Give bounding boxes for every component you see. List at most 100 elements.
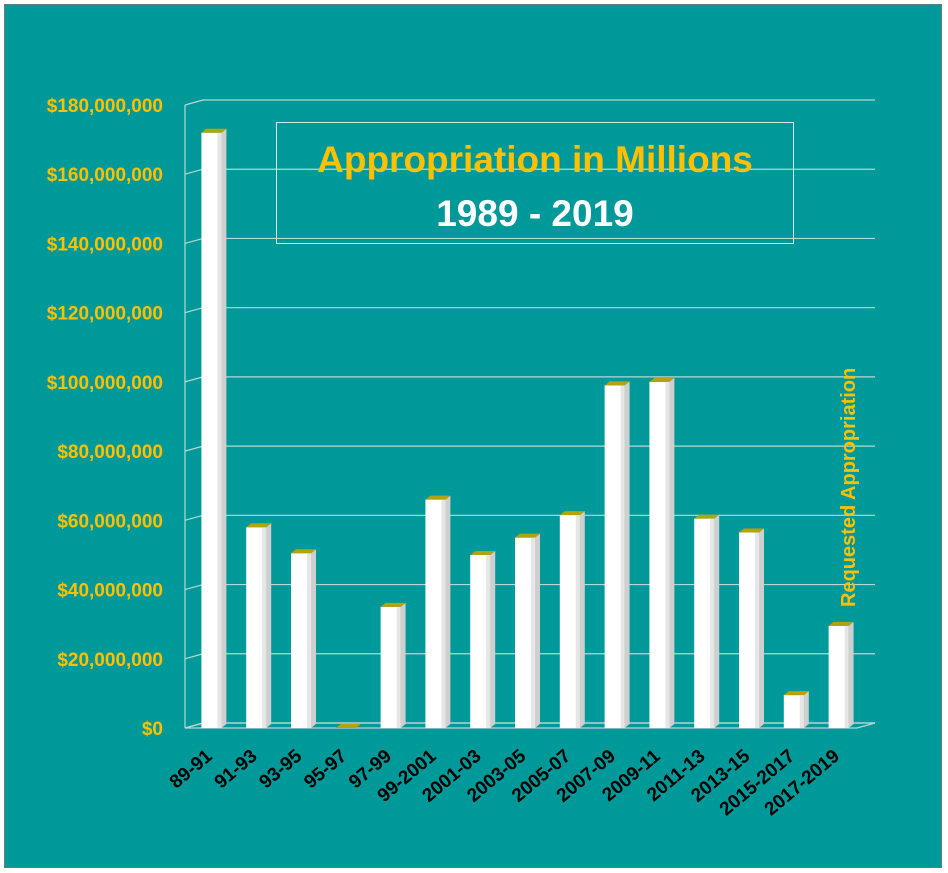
bar-face xyxy=(201,132,222,728)
y-tick-label: $100,000,000 xyxy=(47,373,163,394)
gridline xyxy=(184,445,875,452)
bar-face xyxy=(694,518,715,728)
bar-top xyxy=(246,523,272,528)
bar xyxy=(425,495,451,728)
bar-shade xyxy=(799,695,804,728)
y-tick-label: $20,000,000 xyxy=(57,650,163,671)
bar-side xyxy=(624,381,630,728)
bar xyxy=(201,128,227,728)
bar-shade xyxy=(620,385,625,728)
bar-face xyxy=(783,695,804,728)
x-axis-floor xyxy=(184,722,876,729)
bar-side xyxy=(221,128,227,728)
bar-shade xyxy=(307,553,311,728)
bar-face xyxy=(559,515,580,728)
bar-shade xyxy=(486,554,491,728)
chart-frame: $0 $20,000,000 $40,000,000 $60,000,000 $80,0… xyxy=(4,4,942,868)
bar-top xyxy=(649,377,675,382)
bar-side xyxy=(759,528,764,728)
bar xyxy=(246,523,272,728)
bar-side xyxy=(490,550,496,728)
bar-side xyxy=(266,523,272,728)
bar-shade xyxy=(575,515,580,728)
bar-shade xyxy=(710,518,715,728)
bar-face xyxy=(246,527,267,728)
gridline xyxy=(184,514,875,521)
bar-face xyxy=(291,553,311,728)
bar-shade xyxy=(396,606,401,728)
bar-chart: $0 $20,000,000 $40,000,000 $60,000,000 $80,0… xyxy=(47,96,876,820)
bar-face xyxy=(425,499,446,728)
title-box: Appropriation in Millions 1989 - 2019 xyxy=(276,122,794,244)
y-tick-label: $160,000,000 xyxy=(47,165,163,186)
bar-top xyxy=(335,724,361,728)
bar-top xyxy=(380,602,406,607)
bar xyxy=(335,724,361,728)
bar-side xyxy=(848,621,854,728)
bar-top xyxy=(828,621,854,626)
bar-side xyxy=(579,511,585,728)
bar-top xyxy=(739,528,764,533)
bar xyxy=(649,377,675,728)
bar-top xyxy=(559,511,585,516)
bar xyxy=(739,528,764,728)
y-tick-label: $60,000,000 xyxy=(57,511,163,532)
bar-side xyxy=(311,549,316,728)
bar xyxy=(515,533,540,728)
bar xyxy=(291,549,316,728)
bar-shade xyxy=(217,132,222,728)
bar xyxy=(559,511,585,728)
bar-face xyxy=(739,532,759,728)
x-tick-label: 95-97 xyxy=(300,746,351,793)
bar-face xyxy=(515,537,535,728)
bar-side xyxy=(400,602,406,728)
gridline xyxy=(184,376,875,383)
axes xyxy=(184,105,876,729)
bar-top xyxy=(783,691,809,696)
bar xyxy=(828,621,854,728)
bar-side xyxy=(669,377,675,728)
y-tick-label: $180,000,000 xyxy=(47,96,163,117)
y-tick-label: $80,000,000 xyxy=(57,442,163,463)
x-tick-label: 93-95 xyxy=(255,745,306,793)
y-tick-label: $140,000,000 xyxy=(47,234,163,255)
bar xyxy=(694,514,720,728)
bar-top xyxy=(515,533,540,538)
bar-top xyxy=(694,514,720,519)
bar xyxy=(470,550,496,728)
bar-shade xyxy=(844,625,849,728)
requested-appropriation-annotation: Requested Appropriation xyxy=(838,368,860,607)
bar-top xyxy=(425,495,451,500)
x-tick-labels: 89-9191-9393-9595-9797-9999-20012001-032… xyxy=(166,745,844,820)
bar-side xyxy=(714,514,720,728)
bar-face xyxy=(604,385,625,728)
bar-face xyxy=(828,625,849,728)
bar-top xyxy=(604,381,630,386)
x-tick-label: 89-91 xyxy=(166,745,217,793)
bar xyxy=(783,691,809,728)
bar-top xyxy=(201,128,227,133)
bar-side xyxy=(445,495,451,728)
bar-side xyxy=(535,533,540,728)
bar-face xyxy=(470,554,491,728)
bar-side xyxy=(803,691,809,728)
bar-top xyxy=(470,550,496,555)
bar-shade xyxy=(665,381,670,728)
bar xyxy=(380,602,406,728)
bar xyxy=(604,381,630,728)
gridline xyxy=(184,307,875,314)
bar-shade xyxy=(441,499,446,728)
chart-subtitle: 1989 - 2019 xyxy=(436,193,634,234)
bar-shade xyxy=(531,537,535,728)
bar-shade xyxy=(262,527,267,728)
x-tick-label: 91-93 xyxy=(211,746,262,793)
bar-top xyxy=(291,549,316,554)
y-tick-labels: $0 $20,000,000 $40,000,000 $60,000,000 $80,0… xyxy=(47,96,163,740)
gridline xyxy=(184,99,875,106)
bar-shade xyxy=(755,532,759,728)
y-tick-label: $120,000,000 xyxy=(47,304,163,325)
chart-title: Appropriation in Millions xyxy=(317,139,753,180)
bar-face xyxy=(649,381,670,728)
bars xyxy=(201,128,854,728)
y-tick-label: $40,000,000 xyxy=(57,581,163,602)
